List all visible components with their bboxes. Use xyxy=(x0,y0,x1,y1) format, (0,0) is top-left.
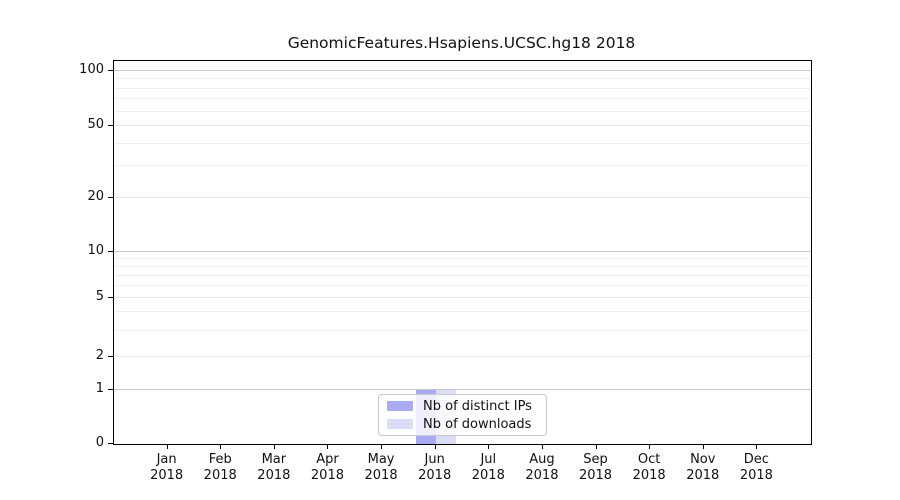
gridline-minor xyxy=(114,165,811,167)
x-tick-month: Mar xyxy=(261,452,287,467)
gridline-major xyxy=(114,251,811,252)
gridline-major xyxy=(114,70,811,71)
x-tick-label: Aug 2018 xyxy=(510,452,574,484)
gridline-minor xyxy=(114,142,811,144)
bars-layer xyxy=(114,61,811,444)
y-tick-label: 50 xyxy=(87,117,104,132)
x-tick-label: Jan 2018 xyxy=(135,452,199,484)
y-tick-label: 0 xyxy=(95,435,104,450)
gridline-minor xyxy=(114,265,811,267)
x-tick-year: 2018 xyxy=(203,468,237,483)
y-tick-label: 100 xyxy=(79,62,104,77)
gridline-minor xyxy=(114,258,811,259)
gridlines-layer xyxy=(114,61,811,444)
x-tick-month: Aug xyxy=(529,452,555,467)
gridline-minor xyxy=(114,284,811,286)
x-tick-month: Jul xyxy=(480,452,497,467)
x-tick-year: 2018 xyxy=(525,468,559,483)
gridline-major xyxy=(114,356,811,357)
x-tick-year: 2018 xyxy=(578,468,613,483)
legend-row-downloads: Nb of downloads xyxy=(387,417,538,432)
y-tick-label: 5 xyxy=(95,289,104,304)
gridline-minor xyxy=(114,98,811,100)
chart-title: GenomicFeatures.Hsapiens.UCSC.hg18 2018 xyxy=(287,34,636,52)
x-tick-label: Jul 2018 xyxy=(456,452,520,484)
gridline-minor xyxy=(114,311,811,313)
x-tick-year: 2018 xyxy=(364,468,398,483)
x-tick-month: Jun xyxy=(424,452,445,467)
legend-label-distinct-ips: Nb of distinct IPs xyxy=(423,398,532,414)
gridline-major xyxy=(114,197,811,198)
x-tick-month: Jan xyxy=(156,452,177,467)
gridline-minor xyxy=(114,274,811,276)
x-tick-month: Apr xyxy=(316,452,339,467)
legend-label-downloads: Nb of downloads xyxy=(423,416,532,432)
x-tick-year: 2018 xyxy=(257,468,291,483)
x-tick-label: Mar 2018 xyxy=(242,452,306,484)
x-tick-year: 2018 xyxy=(418,468,452,483)
gridline-minor xyxy=(114,329,811,331)
x-tick-month: May xyxy=(367,452,395,467)
x-tick-month: Oct xyxy=(637,452,661,467)
legend-swatch-downloads-icon xyxy=(387,419,413,429)
legend: Nb of distinct IPs Nb of downloads xyxy=(378,394,547,436)
gridline-major xyxy=(114,125,811,126)
legend-swatch-distinct-ips-icon xyxy=(387,401,413,411)
x-tick-year: 2018 xyxy=(686,468,720,483)
x-tick-year: 2018 xyxy=(739,468,773,483)
gridline-major xyxy=(114,297,811,298)
y-tick-label: 2 xyxy=(95,348,104,363)
x-tick-month: Dec xyxy=(743,452,769,467)
x-tick-label: Apr 2018 xyxy=(295,452,359,484)
x-tick-label: Nov 2018 xyxy=(671,452,735,484)
x-tick-year: 2018 xyxy=(471,468,505,483)
x-tick-label: Oct 2018 xyxy=(617,452,681,484)
y-tick-label: 10 xyxy=(87,243,104,258)
x-tick-year: 2018 xyxy=(150,468,184,483)
x-tick-month: Nov xyxy=(690,452,716,467)
x-tick-year: 2018 xyxy=(310,468,344,483)
x-tick-year: 2018 xyxy=(632,468,666,483)
plot-area: Nb of distinct IPs Nb of downloads xyxy=(113,60,812,445)
gridline-minor xyxy=(114,87,811,89)
gridline-major xyxy=(114,389,811,390)
x-tick-label: May 2018 xyxy=(349,452,413,484)
x-tick-label: Feb 2018 xyxy=(188,452,252,484)
y-tick-label: 20 xyxy=(87,189,104,204)
gridline-minor xyxy=(114,110,811,112)
x-tick-label: Dec 2018 xyxy=(724,452,788,484)
x-tick-month: Feb xyxy=(208,452,232,467)
legend-row-distinct-ips: Nb of distinct IPs xyxy=(387,399,538,414)
y-tick-label: 1 xyxy=(95,381,104,396)
x-tick-label: Sep 2018 xyxy=(564,452,628,484)
gridline-minor xyxy=(114,78,811,80)
x-tick-month: Sep xyxy=(583,452,608,467)
x-tick-label: Jun 2018 xyxy=(403,452,467,484)
